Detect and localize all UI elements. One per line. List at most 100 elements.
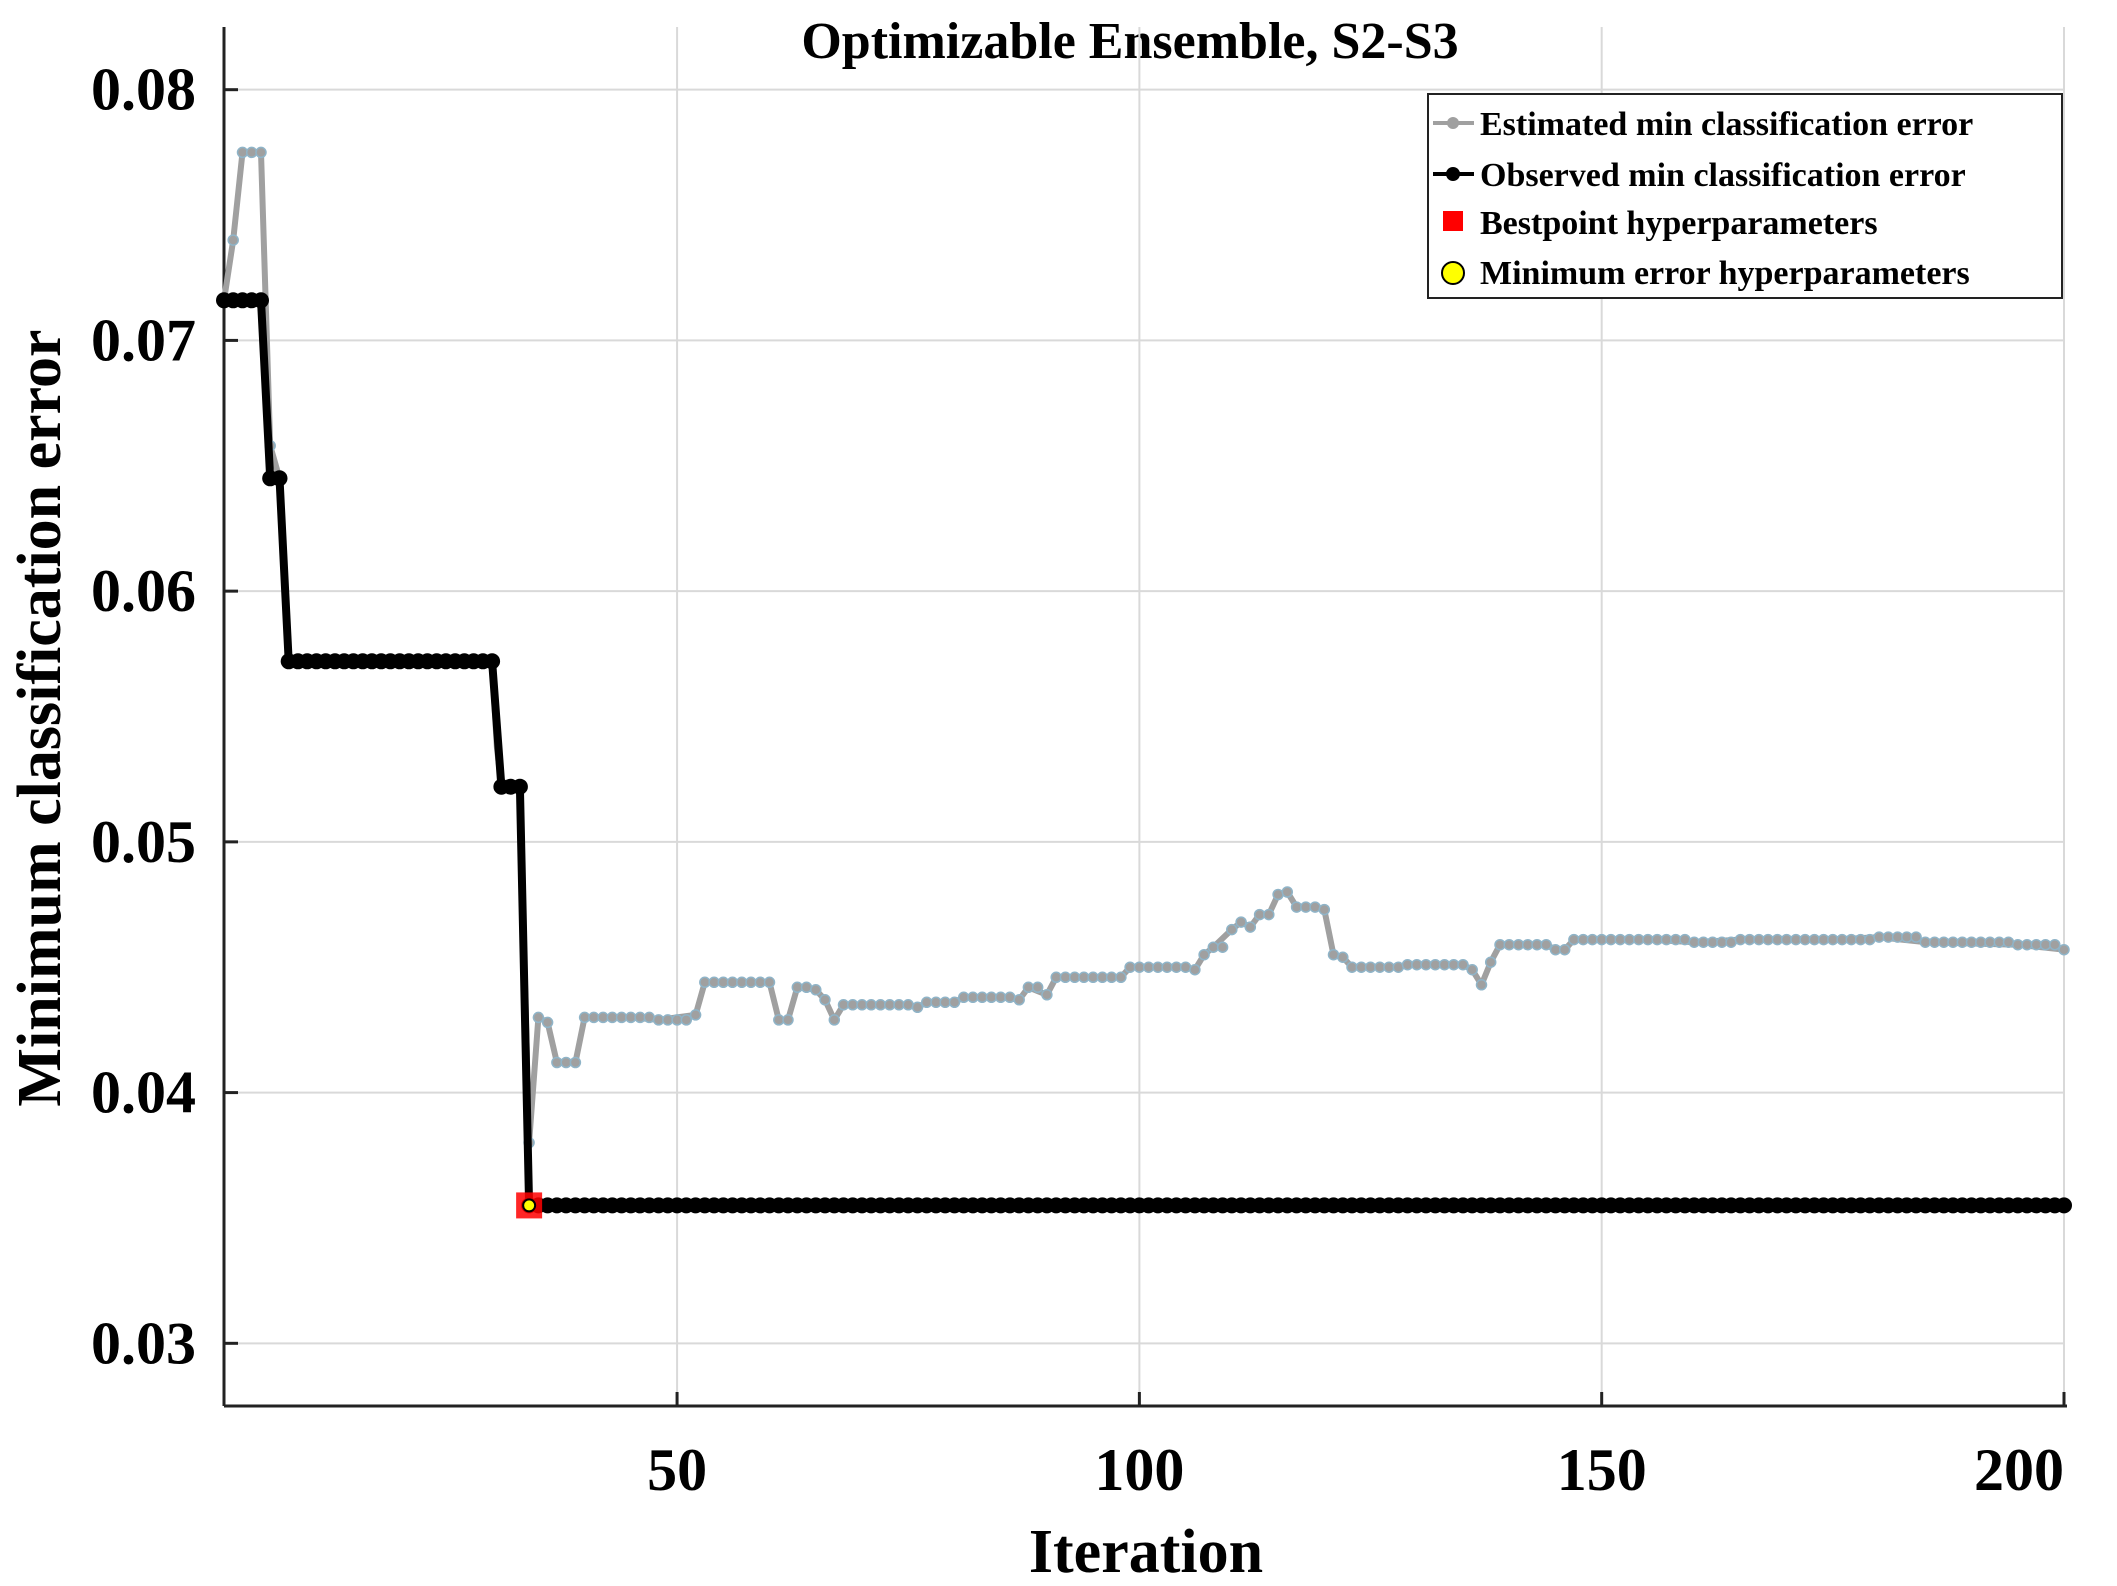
legend-label-estimated: Estimated min classification error (1480, 106, 1973, 143)
data-point-estimated (1947, 936, 1959, 948)
x-tick-labels: 50 100 150 200 (647, 1437, 2064, 1503)
axes (222, 27, 2067, 1408)
legend-item-bestpoint: Bestpoint hyperparameters (1443, 205, 1878, 242)
data-point-estimated (1087, 971, 1099, 984)
y-tick-label: 0.07 (91, 307, 196, 373)
data-point-estimated (2021, 938, 2033, 951)
y-tick-label: 0.08 (91, 57, 196, 123)
data-point-estimated (1447, 958, 1460, 971)
data-point-estimated (541, 1016, 554, 1029)
data-point-estimated (689, 1009, 702, 1021)
x-tick-label: 100 (1094, 1437, 1184, 1503)
y-tick-labels: 0.03 0.04 0.05 0.06 0.07 0.08 (91, 57, 196, 1377)
data-point-estimated (1309, 901, 1321, 913)
data-point-estimated (1586, 933, 1599, 946)
data-point-estimated (1244, 921, 1257, 933)
data-point-estimated (643, 1011, 656, 1024)
data-point-estimated (1272, 888, 1284, 901)
data-point-estimated (939, 996, 951, 1009)
data-point-estimated (1642, 933, 1654, 946)
data-point-estimated (726, 976, 739, 989)
data-point-estimated (1457, 958, 1469, 971)
legend-marker-observed (1446, 167, 1460, 181)
data-point-estimated (967, 991, 979, 1004)
data-series (216, 146, 2072, 1214)
legend-label-minimum-error: Minimum error hyperparameters (1480, 255, 1970, 292)
data-point-estimated (2002, 936, 2015, 948)
legend: Estimated min classification error Obser… (1427, 93, 2063, 299)
data-point-estimated (1725, 936, 1737, 948)
data-point-estimated (680, 1014, 693, 1026)
data-point-estimated (1105, 971, 1118, 984)
data-point-estimated (1827, 933, 1839, 946)
data-point-estimated (828, 1014, 841, 1026)
data-point-estimated (1013, 994, 1025, 1006)
data-point-estimated (810, 984, 822, 996)
data-point-estimated (1281, 886, 1294, 898)
data-point-observed (484, 653, 501, 670)
data-point-estimated (255, 146, 267, 159)
x-tick-label: 200 (1974, 1437, 2064, 1503)
data-point-estimated (1189, 963, 1201, 976)
data-point-estimated (902, 999, 914, 1011)
data-point-estimated (1780, 933, 1793, 946)
legend-item-estimated: Estimated min classification error (1433, 106, 1973, 143)
data-point-estimated (745, 976, 757, 989)
data-point-estimated (1540, 938, 1552, 951)
y-axis-title: Minimum classification error (6, 329, 74, 1106)
legend-item-observed: Observed min classification error (1433, 157, 1966, 194)
data-point-estimated (1383, 961, 1395, 973)
data-point-estimated (1521, 938, 1534, 951)
data-point-estimated (1605, 933, 1617, 946)
data-point-estimated (1965, 936, 1978, 948)
data-point-estimated (606, 1011, 619, 1024)
data-point-estimated (1337, 951, 1349, 963)
data-point-estimated (846, 999, 859, 1011)
data-point-estimated (569, 1056, 582, 1069)
data-point-estimated (1475, 979, 1488, 991)
data-point-estimated (948, 996, 961, 1009)
data-point-estimated (2039, 938, 2052, 951)
data-point-estimated (1568, 933, 1580, 946)
data-point-estimated (1263, 908, 1275, 921)
data-point-estimated (800, 981, 813, 994)
data-point-estimated (2049, 938, 2061, 951)
data-point-estimated (1235, 916, 1247, 928)
data-point-estimated (911, 1001, 924, 1014)
data-point-estimated (1346, 961, 1358, 973)
data-point-estimated (1031, 981, 1044, 994)
data-point-observed (511, 778, 528, 795)
data-point-estimated (1115, 971, 1127, 984)
minimum-error-marker (522, 1198, 537, 1213)
data-point-estimated (865, 999, 877, 1011)
data-point-estimated (985, 991, 998, 1004)
data-point-observed (271, 470, 288, 487)
data-point-estimated (1706, 936, 1719, 948)
legend-box (1427, 93, 2063, 299)
data-point-estimated (1623, 933, 1636, 946)
data-point-estimated (625, 1011, 637, 1024)
data-point-estimated (1882, 931, 1895, 943)
y-tick-label: 0.04 (91, 1060, 196, 1126)
legend-label-observed: Observed min classification error (1480, 157, 1966, 194)
data-point-estimated (1161, 961, 1173, 973)
data-point-estimated (1799, 933, 1811, 946)
y-tick-label: 0.06 (91, 558, 196, 624)
data-point-estimated (819, 994, 831, 1006)
data-point-estimated (2058, 943, 2070, 956)
legend-item-minimum-error: Minimum error hyperparameters (1441, 255, 1970, 292)
data-point-estimated (1004, 991, 1016, 1004)
data-point-estimated (1179, 961, 1192, 973)
data-point-estimated (532, 1011, 545, 1024)
data-point-estimated (699, 976, 711, 989)
x-axis-title: Iteration (1029, 1518, 1263, 1586)
x-tick-label: 150 (1557, 1437, 1647, 1503)
data-point-estimated (1503, 938, 1515, 951)
data-point-estimated (1216, 941, 1229, 953)
data-point-estimated (1300, 901, 1312, 913)
chart-title: Optimizable Ensemble, S2-S3 (801, 13, 1458, 70)
data-point-estimated (1984, 936, 1996, 948)
data-point-estimated (560, 1056, 572, 1069)
data-point-estimated (1226, 923, 1238, 936)
